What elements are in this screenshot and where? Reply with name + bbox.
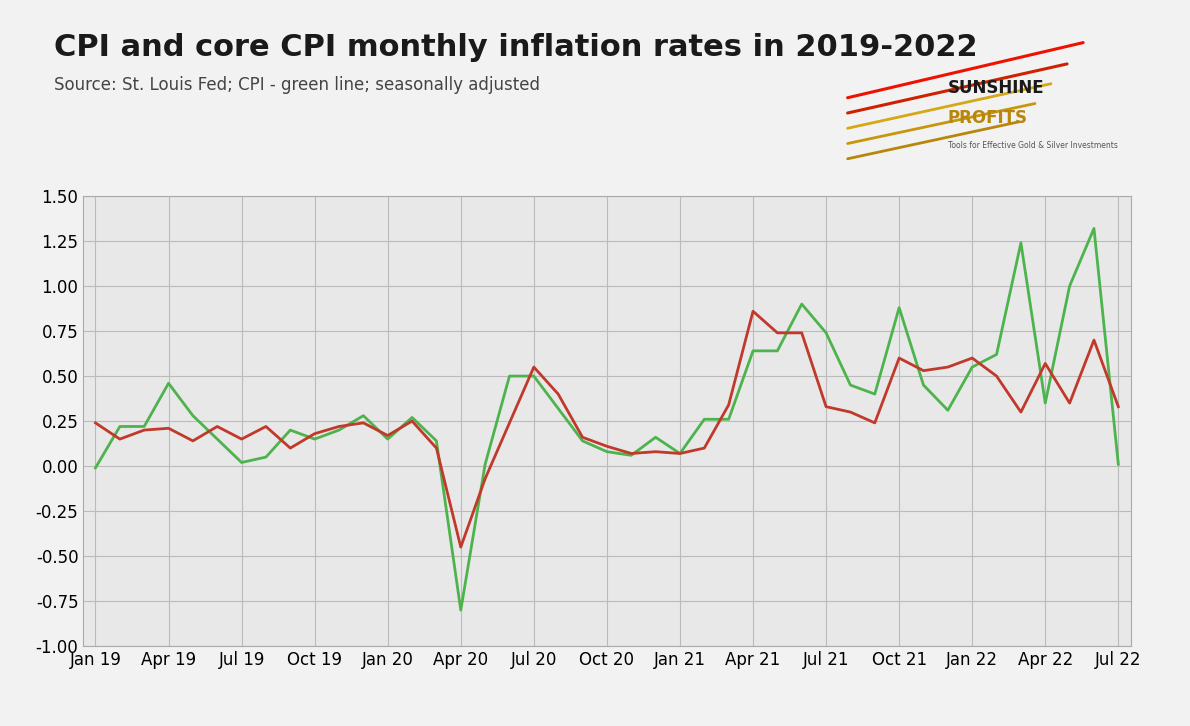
Text: SUNSHINE: SUNSHINE bbox=[947, 78, 1045, 97]
Text: PROFITS: PROFITS bbox=[947, 109, 1028, 127]
Text: CPI and core CPI monthly inflation rates in 2019-2022: CPI and core CPI monthly inflation rates… bbox=[54, 33, 977, 62]
Text: Tools for Effective Gold & Silver Investments: Tools for Effective Gold & Silver Invest… bbox=[947, 141, 1117, 150]
Text: Source: St. Louis Fed; CPI - green line; seasonally adjusted: Source: St. Louis Fed; CPI - green line;… bbox=[54, 76, 539, 94]
